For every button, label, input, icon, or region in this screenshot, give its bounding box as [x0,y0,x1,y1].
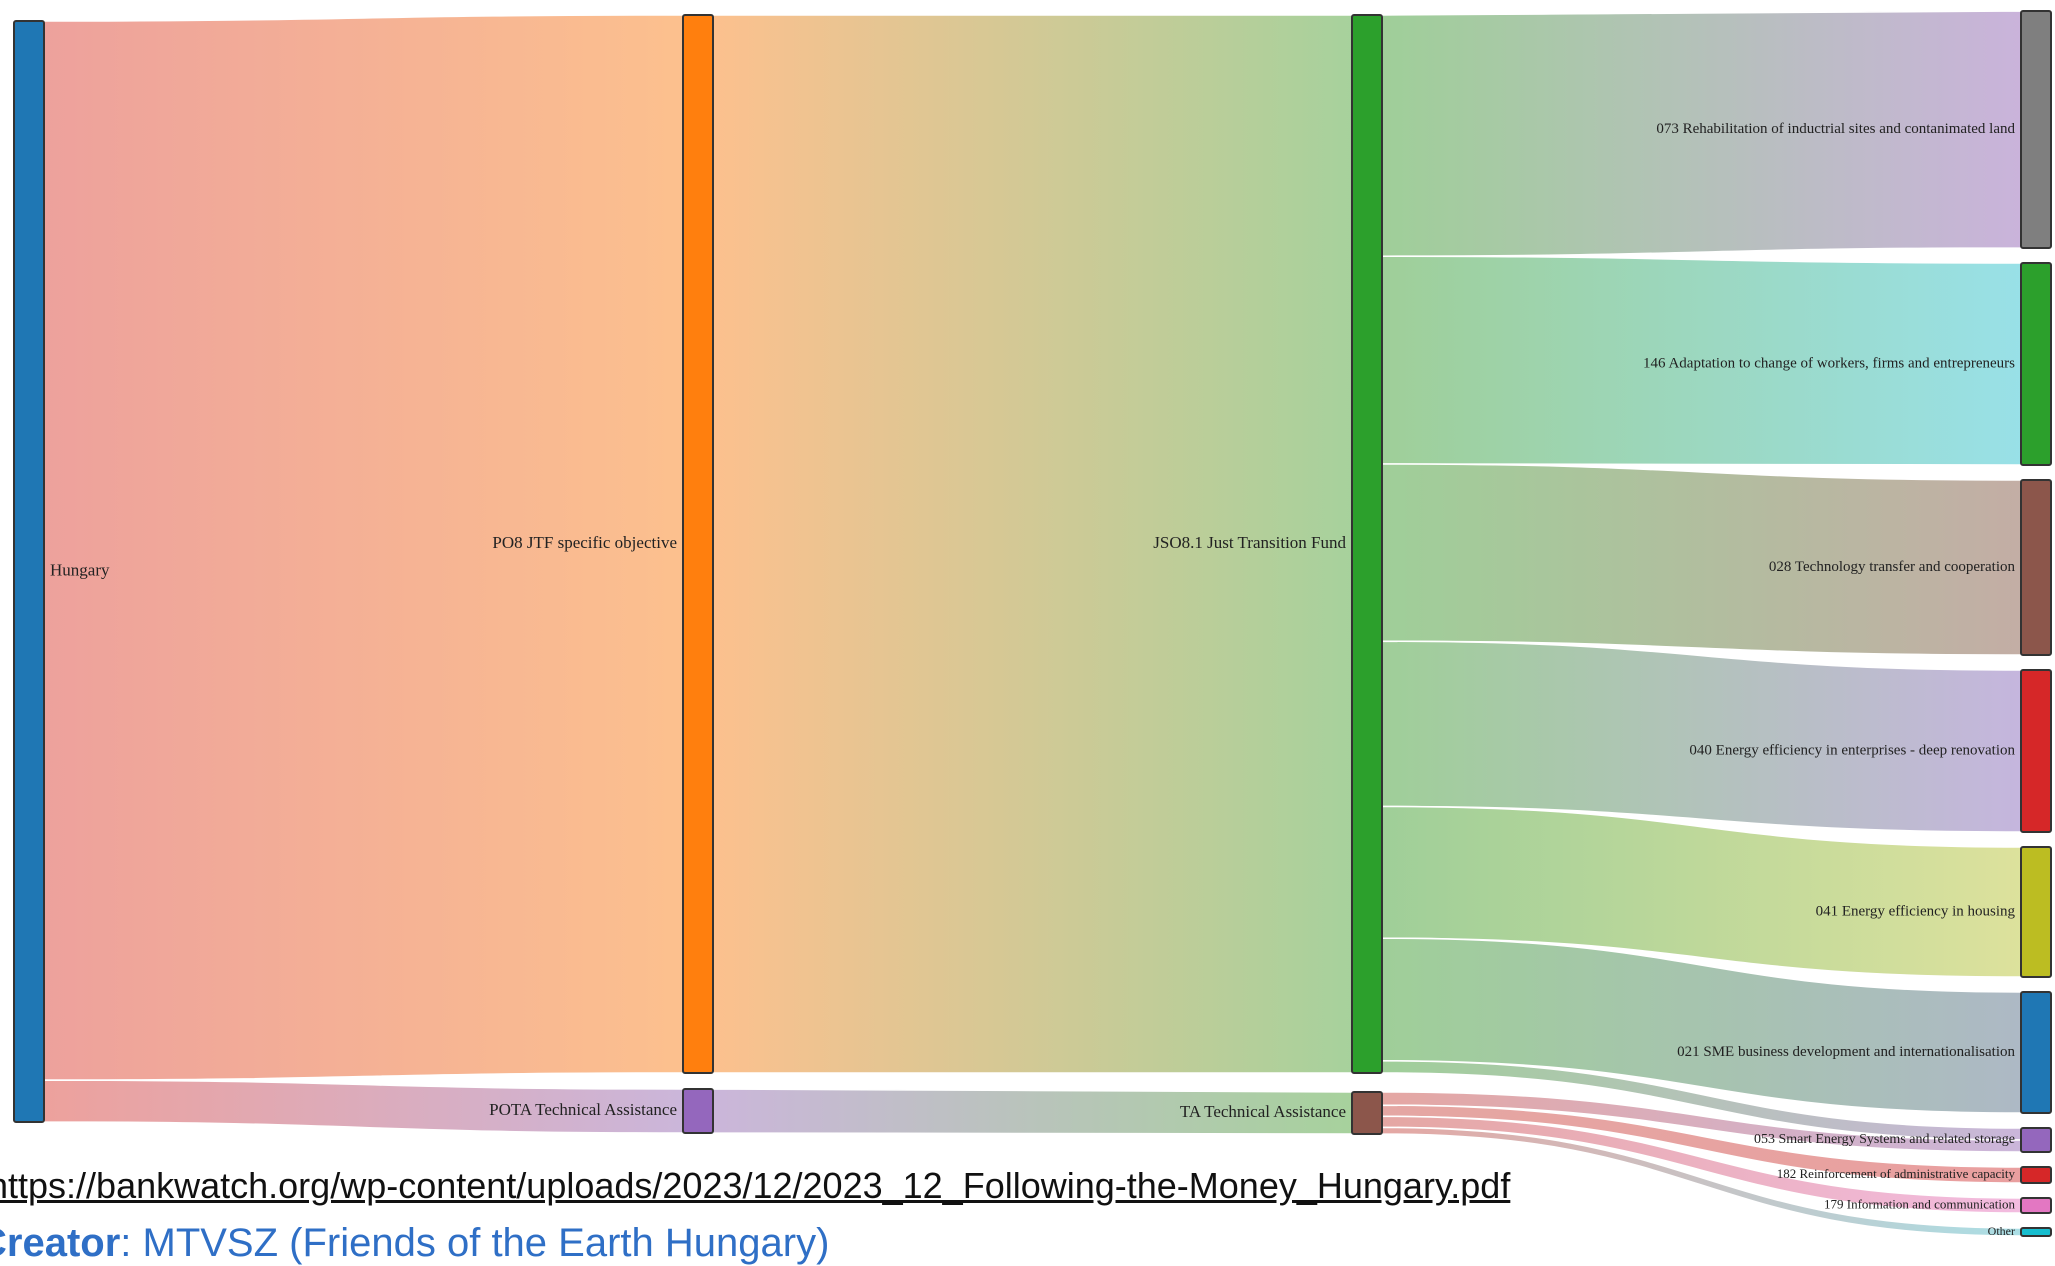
node-label-c053: 053 Smart Energy Systems and related sto… [1754,1132,2015,1147]
node-c146 [2020,262,2052,466]
sankey-nodes: Hungary PO8 JTF specific objective POTA Te… [13,10,2052,1238]
node-c041 [2020,846,2052,978]
node-label-pota: POTA Technical Assistance [489,1100,677,1119]
node-jso81 [1351,14,1383,1074]
node-label-c179: 179 Information and communication [1824,1196,2015,1211]
node-label-po8: PO8 JTF specific objective [492,533,677,552]
link-jso81-to-c040 [1381,640,2022,833]
node-ta [1351,1091,1383,1135]
creator-label: Creator [0,1221,121,1265]
node-label-other: Other [1988,1224,2015,1238]
node-c182 [2020,1166,2052,1184]
node-label-c028: 028 Technology transfer and cooperation [1769,559,2016,575]
node-label-jso81: JSO8.1 Just Transition Fund [1153,533,1346,552]
node-c040 [2020,669,2052,833]
node-label-c040: 040 Energy efficiency in enterprises - d… [1689,742,2015,758]
node-c021 [2020,991,2052,1114]
source-url-link[interactable]: https://bankwatch.org/wp-content/uploads… [0,1165,1511,1206]
node-c179 [2020,1197,2052,1214]
node-hungary [13,20,45,1123]
node-c073 [2020,10,2052,249]
sankey-links [43,10,2022,1237]
creator-credit: Creator: MTVSZ (Friends of the Earth Hun… [0,1221,829,1266]
node-label-ta: TA Technical Assistance [1180,1102,1346,1121]
node-label-c041: 041 Energy efficiency in housing [1816,903,2016,919]
node-label-c182: 182 Reinforcement of administrative capa… [1777,1166,2016,1181]
node-label-hungary: Hungary [50,560,110,579]
node-pota [682,1088,714,1134]
node-c053 [2020,1127,2052,1153]
creator-name: : MTVSZ (Friends of the Earth Hungary) [120,1221,830,1265]
node-label-c073: 073 Rehabilitation of inductrial sites a… [1656,121,2015,137]
node-other [2020,1227,2052,1237]
node-label-c146: 146 Adaptation to change of workers, fir… [1643,355,2015,371]
node-label-c021: 021 SME business development and interna… [1677,1044,2015,1060]
node-c028 [2020,479,2052,656]
node-po8 [682,14,714,1074]
